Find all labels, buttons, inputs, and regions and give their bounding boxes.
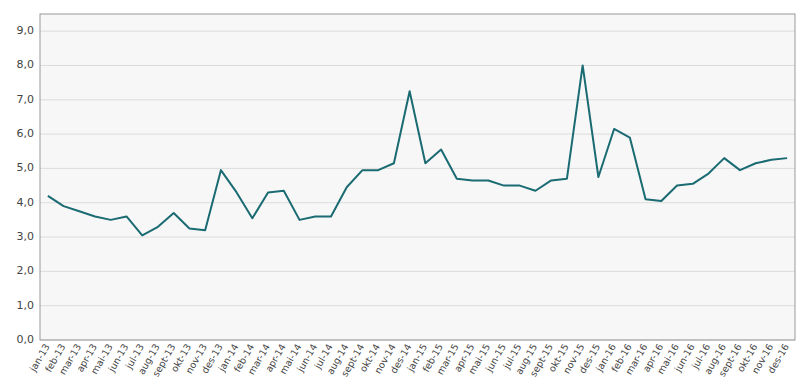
y-tick-label: 1,0 <box>17 299 35 312</box>
grid-line <box>40 31 795 32</box>
y-tick-label: 0,0 <box>17 333 35 346</box>
plot-background <box>40 14 795 340</box>
data <box>48 65 787 235</box>
y-tick-label: 7,0 <box>17 93 35 106</box>
grid-line <box>40 237 795 238</box>
grid-line <box>40 99 795 100</box>
y-tick-label: 9,0 <box>17 24 35 37</box>
grid-line <box>40 305 795 306</box>
y-tick-label: 4,0 <box>17 196 35 209</box>
plot-frame <box>40 14 795 340</box>
grid-line <box>40 271 795 272</box>
y-tick-label: 3,0 <box>17 230 35 243</box>
x-tick-label: des-16 <box>765 342 791 376</box>
y-tick-label: 5,0 <box>17 161 35 174</box>
y-axis: 0,0 1,0 2,0 3,0 4,0 5,0 6,0 7,0 8,0 9,0 <box>17 24 35 346</box>
grid-line <box>40 65 795 66</box>
line <box>48 65 787 235</box>
x-axis: jan-13feb-13mar-13apr-13mai-13jun-13jul-… <box>27 342 791 379</box>
y-tick-label: 8,0 <box>17 58 35 71</box>
y-tick-label: 2,0 <box>17 264 35 277</box>
chart: 0,0 1,0 2,0 3,0 4,0 5,0 6,0 7,0 8,0 9,0 jan-13feb-… <box>0 0 809 392</box>
grid-line <box>40 168 795 169</box>
grid <box>40 31 795 340</box>
y-tick-label: 6,0 <box>17 127 35 140</box>
grid-line <box>40 202 795 203</box>
grid-line <box>40 134 795 135</box>
